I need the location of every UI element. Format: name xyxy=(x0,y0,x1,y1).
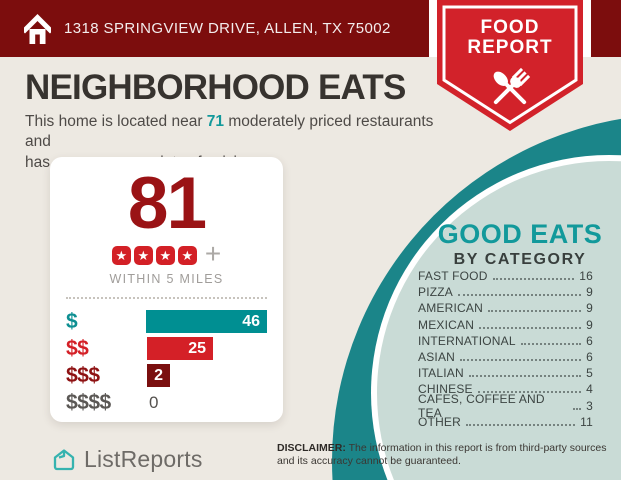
price-tier-label: $ xyxy=(66,309,78,333)
category-value: 9 xyxy=(586,285,593,300)
dotted-leader xyxy=(520,342,582,345)
crossed-utensils-icon xyxy=(493,67,531,105)
disclaimer: DISCLAIMER: The information in this repo… xyxy=(277,442,615,468)
star-icon: ★ xyxy=(177,246,197,266)
restaurant-count: 81 xyxy=(127,163,207,244)
category-label: FAST FOOD xyxy=(418,269,488,284)
category-label: MEXICAN xyxy=(418,317,475,332)
star-icon: ★ xyxy=(155,246,175,266)
good-eats-subtitle: BY CATEGORY xyxy=(453,251,587,268)
listreports-logo: ListReports xyxy=(52,446,203,473)
dotted-leader xyxy=(492,278,575,281)
price-tier-bar: 46 xyxy=(146,310,267,334)
price-tier-label: $$$$ xyxy=(66,390,111,414)
price-tier-row: $$ 25 xyxy=(66,335,267,362)
category-label: AMERICAN xyxy=(418,301,483,316)
dotted-leader xyxy=(460,359,582,362)
category-list: FAST FOOD 16 PIZZA 9 AMERICAN 9 MEXICAN 9 INTERN… xyxy=(418,268,593,430)
category-value: 16 xyxy=(579,269,593,284)
dotted-leader xyxy=(458,294,582,297)
category-label: OTHER xyxy=(418,414,461,429)
category-value: 6 xyxy=(586,350,593,365)
category-label: PIZZA xyxy=(418,285,454,300)
disclaimer-text: The information in this report is from t… xyxy=(277,442,607,468)
category-row: INTERNATIONAL 6 xyxy=(418,333,593,349)
category-value: 4 xyxy=(586,382,593,397)
dotted-leader xyxy=(468,375,582,378)
category-value: 6 xyxy=(586,333,593,348)
price-tier-bar-area: 46 xyxy=(146,310,267,334)
good-eats-title: GOOD EATS xyxy=(437,219,603,249)
dotted-leader xyxy=(477,391,582,394)
price-tier-label: $$ xyxy=(66,336,89,360)
category-row: CAFES, COFFEE AND TEA 3 xyxy=(418,392,593,420)
price-tier-label: $$$ xyxy=(66,363,100,387)
dotted-leader xyxy=(573,407,582,410)
category-row: ASIAN 6 xyxy=(418,349,593,365)
dotted-leader xyxy=(479,326,582,329)
page-title: NEIGHBORHOOD EATS xyxy=(25,68,406,107)
badge-line2: REPORT xyxy=(467,37,552,58)
category-row: AMERICAN 9 xyxy=(418,300,593,316)
category-row: MEXICAN 9 xyxy=(418,317,593,333)
price-tier-bar: 2 xyxy=(147,364,170,388)
category-value: 11 xyxy=(580,414,593,429)
star-rating-row: ★ ★ ★ ★ + xyxy=(66,238,267,270)
price-bars: $46 $$ 25 $$$ 2 $$$$ 0 xyxy=(66,308,267,416)
category-value: 5 xyxy=(586,366,593,381)
category-row: OTHER 11 xyxy=(418,414,593,430)
category-row: ITALIAN 5 xyxy=(418,365,593,381)
price-tier-bar-area: 2 xyxy=(147,364,267,388)
price-tier-zero-value: 0 xyxy=(149,393,159,413)
badge-line1: FOOD xyxy=(481,17,540,38)
price-tier-row: $$$ 2 xyxy=(66,362,267,389)
score-card: 81 ★ ★ ★ ★ + WITHIN 5 MILES $46 $$ 25 $$$ 2 $$$$… xyxy=(50,157,283,422)
description-text: moderately priced restaurants and xyxy=(25,113,434,151)
category-label: CHINESE xyxy=(418,382,473,397)
radius-label: WITHIN 5 MILES xyxy=(109,272,224,287)
brand-name: ListReports xyxy=(84,446,203,472)
star-rating: ★ ★ ★ ★ xyxy=(111,246,197,266)
home-icon xyxy=(24,13,51,44)
disclaimer-label: DISCLAIMER: xyxy=(277,442,346,454)
category-label: CAFES, COFFEE AND TEA xyxy=(418,391,545,420)
price-tier-row: $46 xyxy=(66,308,267,335)
star-icon: ★ xyxy=(111,246,131,266)
good-eats-header: GOOD EATS BY CATEGORY xyxy=(420,219,620,269)
dotted-leader xyxy=(466,423,576,426)
price-tier-row: $$$$ 0 xyxy=(66,389,267,416)
category-value: 3 xyxy=(586,398,593,413)
category-row: CHINESE 4 xyxy=(418,381,593,397)
listreports-house-icon xyxy=(53,448,75,470)
description-emphasis: 71 xyxy=(206,113,225,130)
price-tier-bar: 25 xyxy=(147,337,213,361)
category-value: 9 xyxy=(586,317,593,332)
price-tier-bar-area: 25 xyxy=(147,337,267,361)
food-report-badge: FOOD REPORT xyxy=(437,0,583,131)
property-address: 1318 SPRINGVIEW DRIVE, ALLEN, TX 75002 xyxy=(64,20,391,37)
dotted-divider xyxy=(66,297,267,300)
category-label: ITALIAN xyxy=(418,366,464,381)
category-label: ASIAN xyxy=(418,350,456,365)
dotted-leader xyxy=(487,310,582,313)
star-icon: ★ xyxy=(133,246,153,266)
category-label: INTERNATIONAL xyxy=(418,333,516,348)
category-value: 9 xyxy=(586,301,593,316)
category-row: PIZZA 9 xyxy=(418,284,593,300)
category-row: FAST FOOD 16 xyxy=(418,268,593,284)
plus-sign: + xyxy=(204,238,222,270)
price-tier-bar-area: 0 xyxy=(147,391,267,414)
description-text: This home is located near xyxy=(25,113,207,130)
